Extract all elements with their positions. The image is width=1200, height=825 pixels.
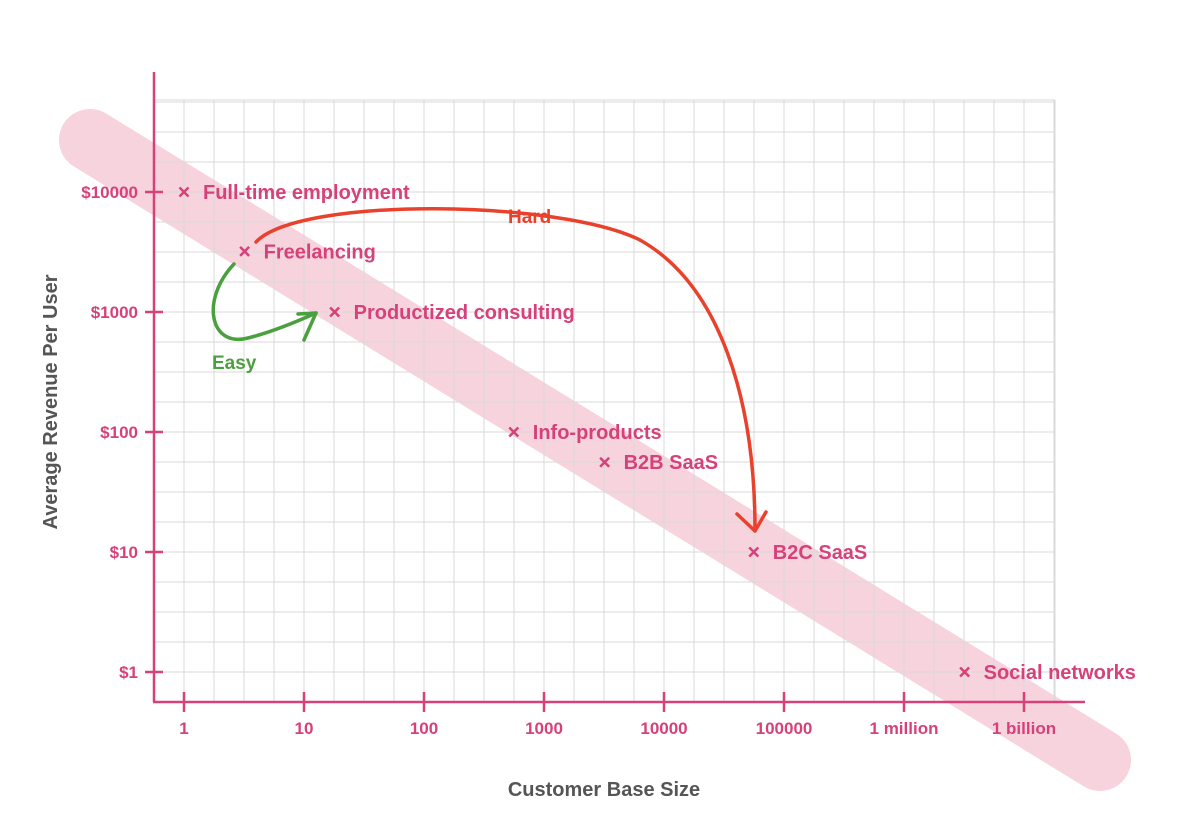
trend-band — [59, 109, 1131, 791]
point-marker — [239, 245, 251, 257]
data-point: B2B SaaS — [599, 452, 719, 474]
easy-label: Easy — [212, 353, 257, 374]
hard-arrow-head — [735, 510, 768, 533]
hard-arrow-curve — [254, 207, 757, 532]
hard-label: Hard — [508, 207, 551, 228]
axes — [152, 72, 1085, 704]
x-tick-label: 100000 — [756, 719, 813, 738]
point-label: Info-products — [533, 422, 662, 444]
tick-labels: 1 10 100 1000 10000 100000 1 million 1 billion $… — [81, 183, 1056, 738]
point-label: B2C SaaS — [773, 542, 868, 564]
point-label: Social networks — [984, 662, 1136, 684]
x-tick-label: 1 — [179, 719, 188, 738]
x-axis-title: Customer Base Size — [508, 779, 700, 801]
point-marker — [329, 306, 341, 318]
x-tick-label: 100 — [410, 719, 438, 738]
y-tick-label: $10000 — [81, 183, 138, 202]
data-point: Productized consulting — [329, 302, 575, 324]
x-tick-label: 10000 — [640, 719, 687, 738]
y-tick-label: $100 — [100, 423, 138, 442]
point-marker — [508, 426, 520, 438]
trend-band-stroke — [59, 109, 1131, 791]
x-tick-label: 1 billion — [992, 719, 1056, 738]
x-tick-label: 10 — [295, 719, 314, 738]
y-tick-label: $1 — [119, 663, 138, 682]
grid — [154, 99, 1056, 701]
x-tick-label: 1000 — [525, 719, 563, 738]
point-marker — [959, 666, 971, 678]
data-point: Info-products — [508, 422, 662, 444]
data-point: B2C SaaS — [748, 542, 868, 564]
data-point: Social networks — [959, 662, 1136, 684]
point-marker — [178, 186, 190, 198]
point-marker — [599, 456, 611, 468]
data-points: Full-time employment Freelancing Productiz… — [178, 182, 1136, 684]
data-point: Freelancing — [239, 241, 376, 263]
annotation-arrows: Hard Easy — [211, 207, 768, 533]
easy-arrow-head — [296, 311, 318, 342]
y-tick-label: $1000 — [91, 303, 138, 322]
point-label: Productized consulting — [354, 302, 575, 324]
point-label: Full-time employment — [203, 182, 410, 204]
data-point: Full-time employment — [178, 182, 410, 204]
y-tick-label: $10 — [110, 543, 138, 562]
easy-arrow-curve — [211, 262, 318, 342]
point-label: B2B SaaS — [624, 452, 719, 474]
x-tick-label: 1 million — [870, 719, 939, 738]
point-marker — [748, 546, 760, 558]
point-label: Freelancing — [264, 241, 376, 263]
y-axis-title: Average Revenue Per User — [40, 274, 62, 529]
